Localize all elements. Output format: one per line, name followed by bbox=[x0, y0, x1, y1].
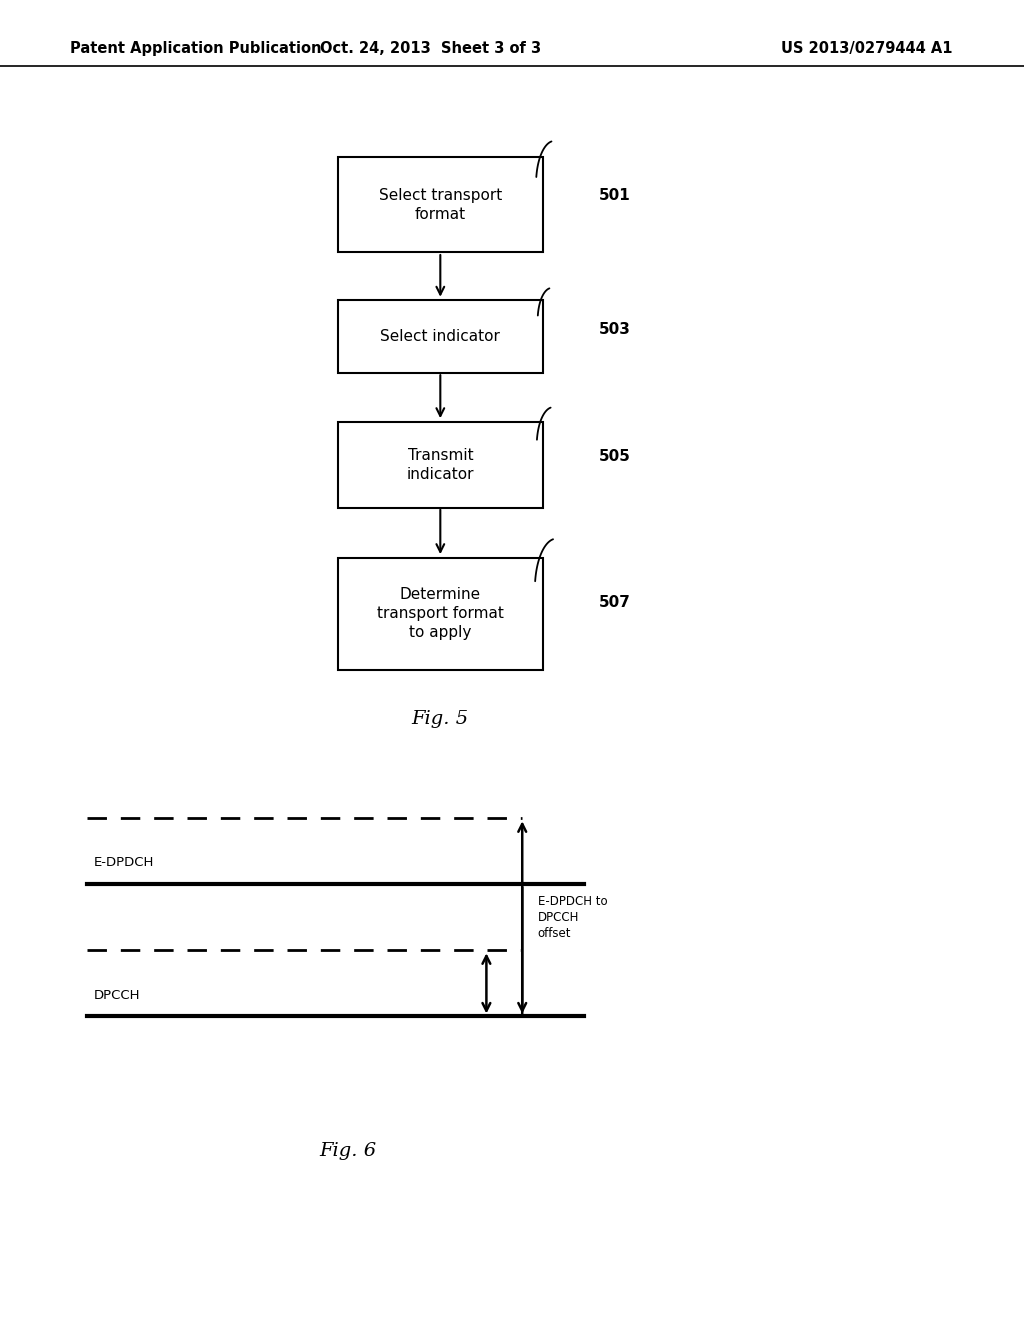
Text: Patent Application Publication: Patent Application Publication bbox=[70, 41, 322, 57]
Text: 507: 507 bbox=[599, 595, 631, 610]
Text: Transmit
indicator: Transmit indicator bbox=[407, 447, 474, 482]
Text: E-DPDCH to
DPCCH
offset: E-DPDCH to DPCCH offset bbox=[538, 895, 607, 940]
Text: Select indicator: Select indicator bbox=[380, 329, 501, 345]
Text: Fig. 5: Fig. 5 bbox=[412, 710, 469, 729]
Text: E-DPDCH: E-DPDCH bbox=[94, 855, 155, 869]
Bar bbox=[338, 157, 543, 252]
Bar bbox=[338, 557, 543, 671]
Text: Fig. 6: Fig. 6 bbox=[319, 1142, 377, 1160]
Text: DPCCH: DPCCH bbox=[94, 989, 140, 1002]
Text: 503: 503 bbox=[599, 322, 631, 337]
Bar bbox=[338, 421, 543, 507]
Text: US 2013/0279444 A1: US 2013/0279444 A1 bbox=[781, 41, 952, 57]
Text: Oct. 24, 2013  Sheet 3 of 3: Oct. 24, 2013 Sheet 3 of 3 bbox=[319, 41, 541, 57]
Text: 505: 505 bbox=[599, 449, 631, 463]
Bar bbox=[338, 300, 543, 372]
Text: Select transport
format: Select transport format bbox=[379, 187, 502, 222]
Text: 501: 501 bbox=[599, 187, 631, 202]
Text: Determine
transport format
to apply: Determine transport format to apply bbox=[377, 587, 504, 640]
